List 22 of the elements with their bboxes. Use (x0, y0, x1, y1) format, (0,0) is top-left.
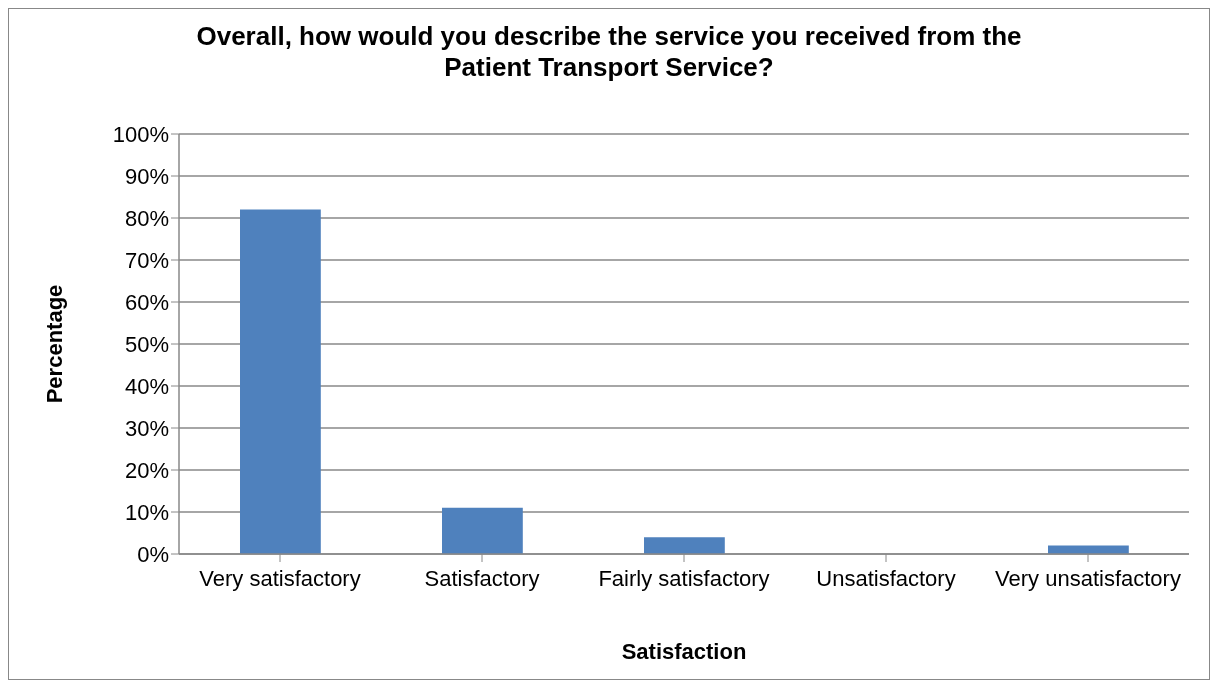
x-axis-title: Satisfaction (621, 639, 747, 664)
x-tick-label: Very satisfactory (199, 565, 361, 591)
y-tick-label: 60% (124, 289, 169, 315)
bar (644, 537, 725, 554)
x-tick-label: Unsatisfactory (816, 565, 956, 591)
y-tick-label: 10% (124, 499, 169, 525)
y-tick-label: 90% (124, 163, 169, 189)
y-tick-label: 100% (112, 121, 169, 147)
y-tick-label: 40% (124, 373, 169, 399)
x-tick-label: Fairly satisfactory (598, 565, 770, 591)
bar (442, 507, 523, 554)
y-tick-label: 50% (124, 331, 169, 357)
x-tick-label: Very unsatisfactory (995, 565, 1181, 591)
y-tick-label: 80% (124, 205, 169, 231)
y-tick-label: 70% (124, 247, 169, 273)
bar (240, 209, 321, 554)
chart-title: Overall, how would you describe the service you received from the Patient Transport Service? (195, 21, 1023, 83)
y-tick-label: 20% (124, 457, 169, 483)
y-tick-label: 30% (124, 415, 169, 441)
y-axis-title: Percentage (41, 284, 67, 404)
x-tick-label: Satisfactory (424, 565, 540, 591)
y-tick-label: 0% (137, 541, 169, 567)
